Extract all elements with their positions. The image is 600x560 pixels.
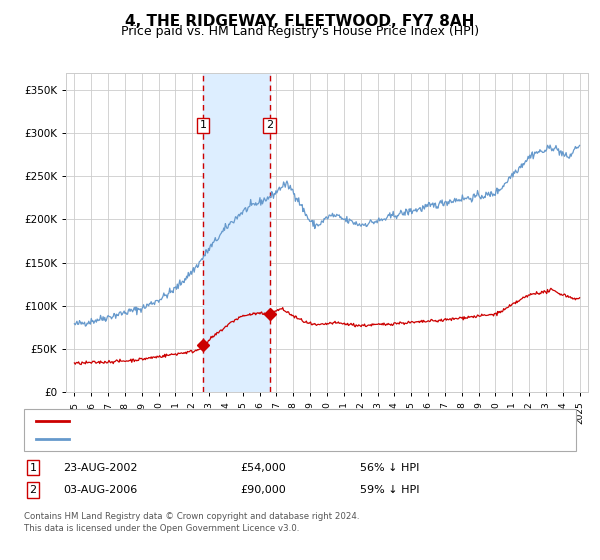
Text: £54,000: £54,000 [240, 463, 286, 473]
Text: 4, THE RIDGEWAY, FLEETWOOD, FY7 8AH: 4, THE RIDGEWAY, FLEETWOOD, FY7 8AH [125, 14, 475, 29]
Text: 2: 2 [266, 120, 273, 130]
Text: 1: 1 [29, 463, 37, 473]
Text: 1: 1 [200, 120, 207, 130]
Bar [203, 73, 269, 392]
Text: Contains HM Land Registry data © Crown copyright and database right 2024.
This d: Contains HM Land Registry data © Crown c… [24, 512, 359, 533]
Text: 4, THE RIDGEWAY, FLEETWOOD, FY7 8AH (detached house): 4, THE RIDGEWAY, FLEETWOOD, FY7 8AH (det… [75, 416, 384, 426]
Text: Price paid vs. HM Land Registry's House Price Index (HPI): Price paid vs. HM Land Registry's House … [121, 25, 479, 38]
Text: £90,000: £90,000 [240, 485, 286, 495]
Text: 23-AUG-2002: 23-AUG-2002 [63, 463, 137, 473]
Text: 2: 2 [29, 485, 37, 495]
Text: HPI: Average price, detached house, Wyre: HPI: Average price, detached house, Wyre [75, 434, 295, 444]
Text: 03-AUG-2006: 03-AUG-2006 [63, 485, 137, 495]
Text: 59% ↓ HPI: 59% ↓ HPI [360, 485, 419, 495]
Text: 56% ↓ HPI: 56% ↓ HPI [360, 463, 419, 473]
